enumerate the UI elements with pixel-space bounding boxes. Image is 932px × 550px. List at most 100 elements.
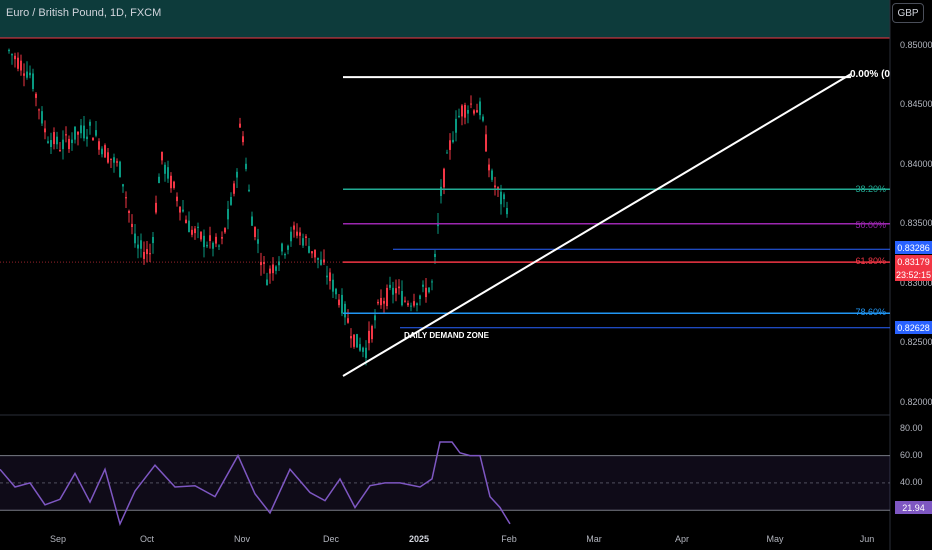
- upper-level-tag: 0.83286: [895, 241, 932, 254]
- candle-body: [326, 275, 328, 278]
- candle-body: [347, 318, 349, 323]
- candle-body: [230, 196, 232, 205]
- candle-body: [212, 242, 214, 249]
- candle-body: [146, 249, 148, 255]
- fib-label-618: 61.80%: [855, 256, 886, 266]
- candle-body: [350, 336, 352, 339]
- candle-body: [377, 301, 379, 304]
- time-tick: May: [766, 534, 784, 544]
- time-tick: Feb: [501, 534, 517, 544]
- candle-body: [104, 145, 106, 158]
- candle-body: [470, 103, 472, 105]
- candle-body: [116, 161, 118, 163]
- candle-body: [221, 237, 223, 239]
- candle-body: [233, 183, 235, 194]
- candle-body: [23, 73, 25, 76]
- candle-body: [29, 72, 31, 76]
- candle-body: [482, 116, 484, 121]
- candle-body: [86, 136, 88, 140]
- candle-body: [317, 257, 319, 260]
- candle-body: [383, 301, 385, 304]
- candle-body: [95, 130, 97, 136]
- demand-zone-label: DAILY DEMAND ZONE: [404, 331, 489, 340]
- candle-body: [299, 232, 301, 236]
- candle-body: [332, 279, 334, 292]
- candle-body: [431, 281, 433, 283]
- price-tick: 0.84500: [900, 99, 932, 109]
- candle-body: [305, 236, 307, 238]
- candle-body: [173, 181, 175, 188]
- candle-body: [140, 240, 142, 249]
- candle-body: [38, 109, 40, 111]
- currency-button[interactable]: GBP: [892, 3, 924, 23]
- candle-body: [281, 243, 283, 252]
- candle-body: [302, 238, 304, 246]
- candle-body: [260, 261, 262, 266]
- candle-body: [134, 233, 136, 244]
- candle-body: [497, 187, 499, 190]
- candle-body: [296, 231, 298, 236]
- rsi-line: [0, 441, 511, 527]
- candle-body: [464, 104, 466, 118]
- time-tick: 2025: [408, 534, 430, 544]
- candle-body: [131, 223, 133, 228]
- candle-body: [371, 325, 373, 340]
- candle-body: [341, 294, 343, 314]
- candle-body: [506, 208, 508, 215]
- candle-body: [125, 197, 127, 199]
- candle-body: [248, 189, 250, 192]
- candle-body: [17, 57, 19, 69]
- rsi-tick: 60.00: [900, 450, 923, 460]
- lower-level-tag: 0.82628: [895, 321, 932, 334]
- symbol-title[interactable]: Euro / British Pound, 1D, FXCM: [6, 7, 162, 19]
- candle-body: [113, 157, 115, 163]
- candle-body: [143, 251, 145, 259]
- candle-body: [245, 163, 247, 170]
- candle-body: [152, 237, 154, 244]
- price-tick: 0.83000: [900, 278, 932, 288]
- candle-body: [218, 245, 220, 247]
- candle-body: [461, 105, 463, 117]
- price-tick: 0.82000: [900, 397, 932, 407]
- candle-body: [293, 225, 295, 230]
- candle-body: [410, 305, 412, 307]
- candle-body: [419, 295, 421, 300]
- candle-body: [161, 151, 163, 161]
- candle-body: [32, 73, 34, 90]
- candle-body: [53, 132, 55, 145]
- candle-body: [119, 161, 121, 178]
- candle-body: [428, 287, 430, 293]
- candle-body: [479, 101, 481, 116]
- candle-body: [329, 272, 331, 282]
- candle-body: [74, 126, 76, 140]
- candle-body: [359, 344, 361, 351]
- candle-body: [155, 202, 157, 213]
- candle-body: [203, 235, 205, 248]
- candle-body: [356, 334, 358, 348]
- candle-body: [179, 206, 181, 213]
- candle-body: [239, 123, 241, 128]
- candle-body: [188, 220, 190, 233]
- candle-body: [185, 219, 187, 224]
- candle-body: [353, 334, 355, 347]
- candle-body: [272, 264, 274, 274]
- candle-body: [287, 245, 289, 250]
- candle-body: [266, 279, 268, 286]
- candle-body: [389, 284, 391, 288]
- fib-trend-line: [342, 73, 852, 377]
- candle-body: [35, 93, 37, 98]
- candle-body: [182, 209, 184, 212]
- price-tick: 0.83500: [900, 218, 932, 228]
- price-tick: 0.85000: [900, 40, 932, 50]
- candle-body: [149, 253, 151, 255]
- candle-body: [89, 121, 91, 126]
- candle-body: [80, 125, 82, 134]
- candle-body: [386, 287, 388, 307]
- candle-body: [362, 347, 364, 352]
- candle-body: [344, 303, 346, 318]
- candle-body: [494, 185, 496, 188]
- price-tick: 0.84000: [900, 159, 932, 169]
- candle-body: [323, 259, 325, 263]
- candle-body: [167, 167, 169, 179]
